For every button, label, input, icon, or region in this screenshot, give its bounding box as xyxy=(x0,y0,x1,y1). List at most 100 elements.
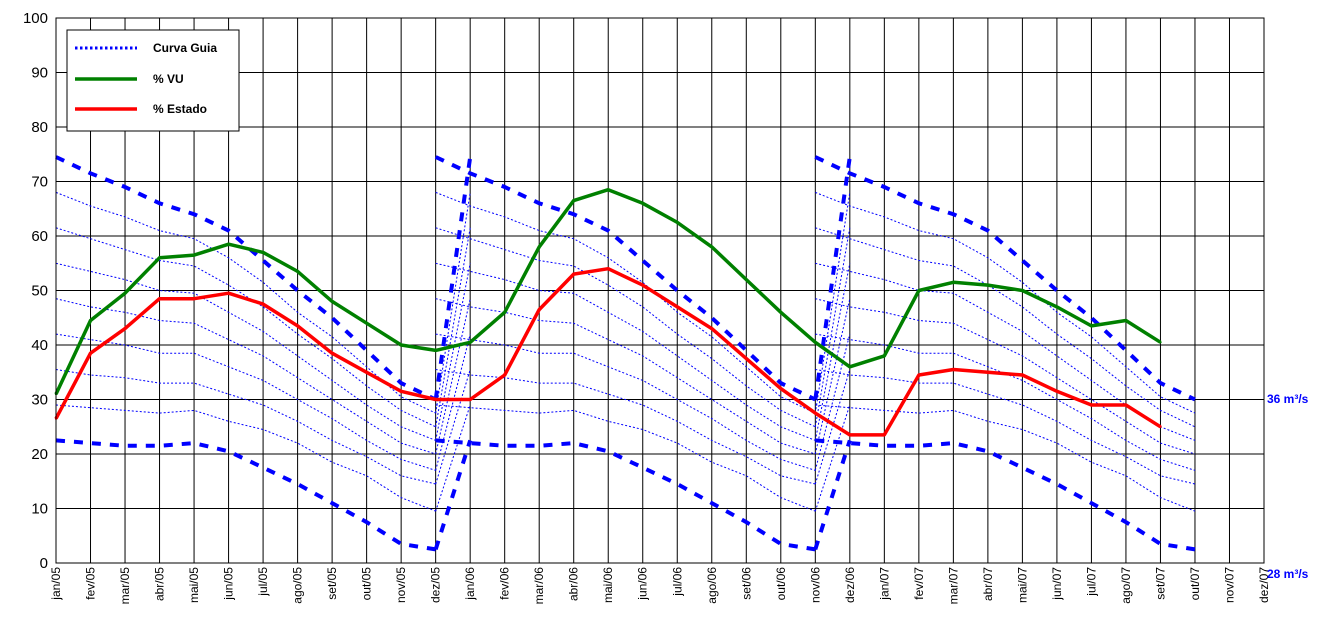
series-1-point-30 xyxy=(1090,403,1093,407)
series-1-point-23 xyxy=(848,433,852,437)
legend-label-vu: % VU xyxy=(153,72,184,86)
guide-lower-link-0 xyxy=(433,439,473,551)
series-0-point-25 xyxy=(917,289,921,292)
guide-upper-cycle-0 xyxy=(55,155,437,402)
series-1-point-24 xyxy=(883,433,886,437)
series-1-point-12 xyxy=(468,398,472,401)
guide-mid-5-link-1 xyxy=(814,369,851,485)
series-lines xyxy=(54,187,1162,437)
y-tick-label-100: 100 xyxy=(23,10,48,27)
series-0-point-14 xyxy=(538,245,541,249)
guide-mid-3-cycle-1 xyxy=(435,298,816,455)
series-0-point-30 xyxy=(1090,324,1093,328)
series-0-point-7 xyxy=(296,270,299,273)
guide-mid-0-link-0 xyxy=(435,192,471,414)
x-tick-label-31: ago/07 xyxy=(1119,567,1133,604)
series-1-point-21 xyxy=(779,387,782,390)
x-tick-label-16: mai/06 xyxy=(601,567,615,603)
legend-label-curva-guia: Curva Guia xyxy=(153,41,217,55)
series-1-point-15 xyxy=(572,272,575,276)
series-1-point-1 xyxy=(89,351,92,355)
series-0-point-24 xyxy=(883,354,886,358)
series-1-point-4 xyxy=(192,297,196,300)
series-0-point-21 xyxy=(779,311,782,314)
y-tick-label-90: 90 xyxy=(31,65,48,82)
y-tick-label-30: 30 xyxy=(31,392,48,409)
guide-mid-6-link-1 xyxy=(814,404,851,512)
guide-upper-cycle-2 xyxy=(814,155,1196,402)
series-1-point-20 xyxy=(745,357,748,360)
x-tick-label-15: abr/06 xyxy=(567,567,581,601)
series-1-point-13 xyxy=(503,373,506,377)
y-tick-label-0: 0 xyxy=(40,555,48,572)
x-tick-label-25: fev/07 xyxy=(912,567,926,600)
series-0-point-28 xyxy=(1021,289,1024,292)
x-tick-label-3: abr/05 xyxy=(153,567,167,601)
guide-mid-2-cycle-1 xyxy=(435,262,816,441)
guide-mid-6-cycle-0 xyxy=(55,404,436,512)
x-tick-label-17: jun/06 xyxy=(636,567,650,601)
x-tick-label-35: dez/07 xyxy=(1257,567,1271,603)
series-0-point-10 xyxy=(399,343,403,347)
guide-lower-cycle-2 xyxy=(815,438,1196,552)
guide-upper-link-1 xyxy=(813,156,852,400)
guide-mid-1-link-0 xyxy=(435,227,471,427)
x-tick-label-1: fev/05 xyxy=(84,567,98,600)
x-tick-label-28: mai/07 xyxy=(1015,567,1029,603)
x-tick-label-14: mar/06 xyxy=(532,567,546,605)
annotation-36: 36 m³/s xyxy=(1267,392,1309,406)
y-axis-ticks: 0 10 20 30 40 50 60 70 80 90 100 xyxy=(23,10,48,572)
guide-mid-5-cycle-1 xyxy=(435,369,816,485)
series-1-point-2 xyxy=(123,327,127,330)
series-1-point-9 xyxy=(365,371,368,374)
series-0-point-11 xyxy=(434,349,437,352)
x-tick-label-7: ago/05 xyxy=(291,567,305,604)
guide-mid-0-link-1 xyxy=(814,192,851,414)
series-1-point-18 xyxy=(676,305,679,309)
x-tick-label-20: set/06 xyxy=(739,567,753,600)
x-tick-label-2: mar/05 xyxy=(118,567,132,605)
series-0-point-4 xyxy=(192,253,196,257)
series-0-point-29 xyxy=(1055,305,1059,309)
series-1-point-22 xyxy=(814,411,817,415)
x-tick-label-8: set/05 xyxy=(325,567,339,600)
series-0-point-23 xyxy=(848,365,852,368)
series-0-point-13 xyxy=(503,311,506,314)
series-1-point-11 xyxy=(434,398,437,401)
series-1-point-25 xyxy=(917,373,921,377)
series-1-point-16 xyxy=(607,267,610,270)
series-1-point-19 xyxy=(710,327,713,330)
guide-mid-2-cycle-0 xyxy=(55,262,436,441)
y-tick-label-80: 80 xyxy=(31,119,48,136)
guide-mid-0-cycle-1 xyxy=(435,191,816,414)
y-tick-label-10: 10 xyxy=(31,501,48,518)
series-0-point-18 xyxy=(676,221,679,224)
guide-mid-4-cycle-0 xyxy=(55,333,436,471)
x-tick-label-26: mar/07 xyxy=(946,567,960,605)
series-1-point-6 xyxy=(261,302,265,306)
legend-label-estado: % Estado xyxy=(153,102,207,116)
series-1-point-3 xyxy=(158,297,161,300)
series-1-point-7 xyxy=(296,324,299,328)
y-tick-label-40: 40 xyxy=(31,337,48,354)
series-0-point-12 xyxy=(468,341,472,344)
series-1-point-26 xyxy=(952,368,955,371)
series-0-point-20 xyxy=(745,278,748,281)
guide-mid-4-cycle-1 xyxy=(435,333,816,471)
guide-lower-cycle-0 xyxy=(55,438,437,552)
series-1-point-14 xyxy=(538,308,541,311)
guide-mid-3-cycle-0 xyxy=(55,298,436,455)
guide-lower-cycle-1 xyxy=(435,438,816,552)
guide-mid-0-cycle-0 xyxy=(55,191,436,414)
x-tick-label-11: dez/05 xyxy=(429,567,443,603)
legend: Curva Guia % VU % Estado xyxy=(66,29,240,132)
guide-upper-cycle-1 xyxy=(434,155,817,402)
series-0-point-6 xyxy=(261,251,265,254)
guide-curves xyxy=(55,155,1196,552)
y-tick-label-60: 60 xyxy=(31,228,48,245)
series-0-point-31 xyxy=(1124,319,1128,322)
series-1-point-10 xyxy=(399,390,403,393)
series-0-point-1 xyxy=(89,319,92,322)
guide-upper-link-0 xyxy=(433,156,473,400)
series-0-point-8 xyxy=(330,300,334,303)
